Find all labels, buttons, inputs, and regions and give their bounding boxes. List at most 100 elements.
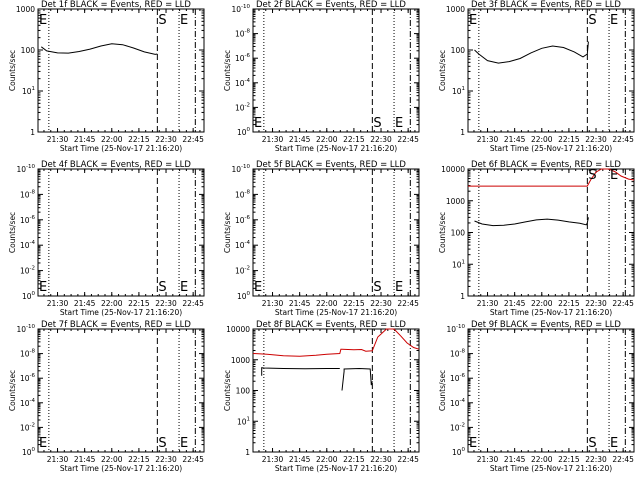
x-tick-label: 22:15 <box>343 135 365 144</box>
x-tick-label: 22:30 <box>585 455 607 464</box>
y-axis-label: Counts/sec <box>8 212 17 253</box>
x-axis-label: Start Time (25-Nov-17 21:16:20) <box>60 464 182 473</box>
x-tick-label: 22:45 <box>182 299 204 308</box>
y-tick-label: 10000 <box>441 165 465 174</box>
y-tick-label: 10-4 <box>450 398 466 408</box>
x-tick-label: 21:30 <box>262 455 284 464</box>
axes-frame <box>467 328 635 453</box>
y-tick-label: 100 <box>236 387 251 396</box>
x-tick-label: 21:30 <box>477 455 499 464</box>
y-tick-label: 10-4 <box>20 398 36 408</box>
y-tick-label: 10-2 <box>20 266 35 276</box>
y-tick-label: 101 <box>237 416 250 426</box>
range-marker-label: E <box>610 13 618 28</box>
panel-title: Det 6f BLACK = Events, RED = LLD <box>471 160 621 170</box>
range-marker-label: E <box>254 116 262 131</box>
x-tick-label: 21:45 <box>504 135 526 144</box>
y-tick-label: 10-10 <box>446 324 465 334</box>
panel-title: Det 7f BLACK = Events, RED = LLD <box>41 320 191 330</box>
y-tick-label: 1000 <box>446 5 465 14</box>
y-tick-exponent: 0 <box>32 447 36 453</box>
detector-panel-1: Det 1f BLACK = Events, RED = LLD11011001… <box>8 0 205 153</box>
x-tick-label: 22:00 <box>531 135 553 144</box>
x-tick-label: 22:15 <box>343 455 365 464</box>
x-tick-label: 22:15 <box>558 299 580 308</box>
x-tick-label: 22:45 <box>397 135 419 144</box>
detector-panel-8: Det 8f BLACK = Events, RED = LLD11011001… <box>223 320 420 473</box>
x-axis-label: Start Time (25-Nov-17 21:16:20) <box>60 144 182 153</box>
x-tick-label: 21:30 <box>47 299 69 308</box>
x-tick-label: 21:45 <box>504 299 526 308</box>
y-tick-exponent: 1 <box>247 416 251 422</box>
y-tick-label: 10-4 <box>20 240 36 250</box>
y-tick-label: 100 <box>21 46 36 55</box>
x-tick-label: 22:00 <box>316 299 338 308</box>
x-tick-label: 21:45 <box>74 455 96 464</box>
x-tick-label: 21:30 <box>47 135 69 144</box>
y-tick-exponent: -6 <box>30 215 36 221</box>
y-tick-exponent: -6 <box>245 215 251 221</box>
y-tick-label: 10-6 <box>20 373 36 383</box>
range-marker-label: E <box>610 168 618 183</box>
range-marker-label: S <box>588 168 596 183</box>
x-tick-label: 22:30 <box>585 299 607 308</box>
y-tick-exponent: -4 <box>30 240 36 246</box>
x-axis-label: Start Time (25-Nov-17 21:16:20) <box>60 308 182 317</box>
y-tick-label: 10-6 <box>235 53 251 63</box>
axes-frame <box>252 8 420 133</box>
panel-title: Det 3f BLACK = Events, RED = LLD <box>471 0 621 10</box>
lld-series-line <box>252 328 420 357</box>
panel-title: Det 4f BLACK = Events, RED = LLD <box>41 160 191 170</box>
y-tick-label: 101 <box>452 259 465 269</box>
y-axis-label: Counts/sec <box>438 370 447 411</box>
axes-frame <box>37 8 205 133</box>
y-tick-exponent: -4 <box>460 398 466 404</box>
x-tick-label: 22:30 <box>155 135 177 144</box>
x-tick-label: 21:45 <box>289 299 311 308</box>
y-tick-label: 100 <box>237 291 251 301</box>
range-marker-label: E <box>395 116 403 131</box>
y-tick-label: 1000 <box>231 356 250 365</box>
y-tick-label: 10-4 <box>235 240 251 250</box>
x-tick-label: 21:45 <box>289 135 311 144</box>
y-tick-exponent: 1 <box>462 86 466 92</box>
x-tick-label: 22:30 <box>370 135 392 144</box>
range-marker-label: E <box>395 280 403 295</box>
x-tick-label: 22:30 <box>585 135 607 144</box>
x-axis-label: Start Time (25-Nov-17 21:16:20) <box>490 144 612 153</box>
range-marker-label: E <box>254 280 262 295</box>
y-tick-exponent: -2 <box>30 266 35 272</box>
x-tick-label: 21:45 <box>74 299 96 308</box>
x-tick-label: 22:45 <box>397 455 419 464</box>
x-tick-label: 22:30 <box>155 455 177 464</box>
y-axis-label: Counts/sec <box>438 50 447 91</box>
axes-frame <box>467 8 635 133</box>
events-series-line <box>261 367 373 391</box>
y-tick-label: 100 <box>451 229 466 238</box>
x-tick-label: 21:45 <box>74 135 96 144</box>
y-tick-label: 100 <box>22 291 36 301</box>
x-tick-label: 21:30 <box>477 135 499 144</box>
y-tick-exponent: -10 <box>26 164 35 170</box>
range-marker-label: S <box>373 116 381 131</box>
x-tick-label: 22:15 <box>558 455 580 464</box>
x-tick-label: 22:15 <box>558 135 580 144</box>
y-tick-label: 100 <box>452 447 466 457</box>
x-tick-label: 22:30 <box>155 299 177 308</box>
x-tick-label: 22:00 <box>101 135 123 144</box>
range-marker-label: E <box>180 13 188 28</box>
axes-frame <box>37 328 205 453</box>
range-marker-label: S <box>373 280 381 295</box>
lld-series-line <box>468 168 635 187</box>
y-tick-label: 100 <box>451 46 466 55</box>
y-tick-label: 1 <box>30 128 35 137</box>
y-tick-label: 10-8 <box>235 189 251 199</box>
y-tick-exponent: 1 <box>32 86 36 92</box>
y-tick-exponent: -2 <box>245 102 250 108</box>
x-tick-label: 22:15 <box>128 135 150 144</box>
x-tick-label: 22:15 <box>128 299 150 308</box>
y-tick-label: 1 <box>460 292 465 301</box>
y-tick-exponent: -6 <box>460 373 466 379</box>
x-axis-label: Start Time (25-Nov-17 21:16:20) <box>490 464 612 473</box>
x-tick-label: 21:30 <box>47 455 69 464</box>
